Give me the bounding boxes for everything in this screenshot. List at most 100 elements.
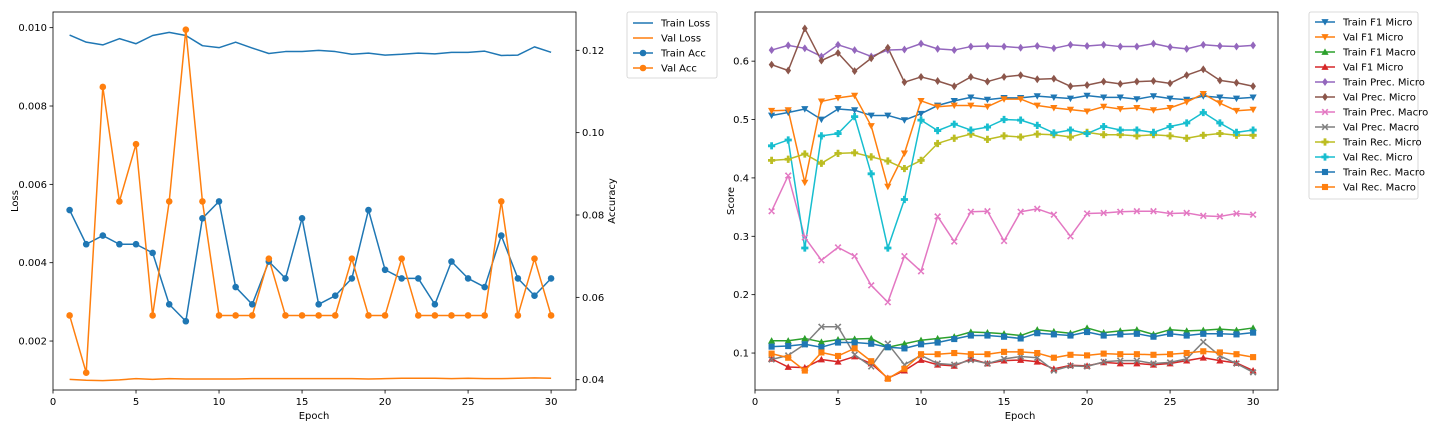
legend-marker-val-f1-micro-3: [1321, 63, 1329, 70]
series-line-train-f1-micro-0: [771, 94, 1254, 121]
point-train-f1-macro-2: [784, 337, 792, 344]
point-val-prec-macro-7: [817, 323, 825, 331]
point-train-prec-macro-6: [1249, 211, 1257, 219]
point-val-rec-macro-11: [834, 352, 842, 360]
legend-entries-left: Train Loss Val Loss Train Acc Val Acc: [633, 19, 710, 75]
x-tick-label: 25: [1164, 397, 1177, 408]
point-val-f1-micro-1: [1050, 104, 1058, 112]
legend-entries-right: Train F1 Micro Val F1 Micro Train F1 Macro…: [1315, 18, 1428, 194]
point-val-f1-micro-1: [1083, 108, 1091, 115]
point-val-rec-macro-11: [984, 351, 991, 358]
y-tick-label: 0.004: [18, 258, 47, 269]
point-val-f1-micro-1: [1017, 96, 1025, 103]
point-val-prec-macro-7: [1083, 363, 1091, 370]
point-train-prec-micro-4: [1067, 40, 1074, 49]
y2-axis-label-left: Accuracy: [607, 178, 618, 224]
point-train-prec-micro-4: [1250, 41, 1256, 50]
point-train-rec-micro-8: [801, 150, 809, 158]
point-val-rec-micro-9: [950, 120, 958, 128]
point-train-rec-macro-10: [984, 332, 991, 339]
point-val-prec-macro-7: [851, 351, 859, 359]
series-line-train-prec-micro-4: [771, 42, 1254, 58]
point-val-prec-micro-5: [1167, 79, 1173, 88]
y-tick-label: 0.5: [733, 115, 749, 126]
point-val-prec-micro-5: [901, 78, 908, 87]
point-val-rec-micro-9: [1100, 122, 1108, 131]
point-val-prec-micro-5: [1034, 75, 1041, 84]
point-train-prec-macro-6: [917, 267, 925, 275]
legend-label-train-f1-macro-2: Train F1 Macro: [1342, 48, 1416, 59]
point-train-prec-micro-4: [1233, 42, 1240, 51]
point-train-prec-micro-4: [1200, 40, 1207, 49]
point-val-rec-macro-11: [901, 365, 908, 372]
point-val-prec-micro-5: [1150, 77, 1157, 85]
point-val-rec-micro-9: [1066, 126, 1075, 134]
point-val-rec-micro-9: [967, 126, 975, 134]
point-val-prec-micro-5: [884, 43, 891, 52]
legend-right: Train F1 Micro Val F1 Micro Train F1 Macro…: [1308, 11, 1428, 200]
point-val-prec-micro-5: [1067, 82, 1074, 91]
point-val-prec-macro-7: [1050, 367, 1058, 374]
point-val-f1-micro-1: [1232, 107, 1241, 115]
point-val-rec-macro-11: [967, 351, 974, 358]
point-train-f1-macro-2: [801, 334, 809, 342]
point-train-acc-2: [414, 275, 422, 282]
point-val-rec-micro-9: [834, 129, 842, 138]
x-tick-label: 20: [379, 397, 392, 408]
point-train-prec-macro-6: [1033, 205, 1041, 213]
legend-box-right: [1308, 11, 1419, 200]
point-train-rec-macro-10: [1000, 333, 1008, 340]
legend-marker-train-f1-macro-2: [1321, 48, 1329, 55]
point-val-prec-macro-7: [834, 323, 842, 331]
legend-label-train-rec-macro-10: Train Rec. Macro: [1342, 168, 1425, 179]
point-val-acc-3: [215, 312, 223, 319]
score-metrics-chart: 0 5 10 15 20 25 30 0.1 0.2 0.3 0.4 0.5 0.6 Epoch Sc…: [726, 11, 1428, 422]
y-axis-label-right: Score: [726, 187, 737, 215]
point-val-rec-micro-9: [1050, 129, 1058, 137]
series-line-val-loss-1: [69, 377, 552, 382]
point-train-rec-macro-10: [1233, 331, 1240, 338]
legend-label-val-rec-macro-11: Val Rec. Macro: [1343, 183, 1416, 194]
legend-label-val-rec-micro-9: Val Rec. Micro: [1343, 153, 1413, 164]
point-train-f1-micro-0: [1166, 95, 1174, 103]
point-val-rec-micro-9: [1116, 126, 1124, 134]
point-train-prec-macro-6: [834, 243, 842, 251]
point-train-rec-micro-8: [1017, 133, 1025, 141]
point-train-prec-micro-4: [1017, 43, 1024, 52]
point-train-rec-macro-10: [884, 344, 891, 351]
x-tick-label: 15: [998, 397, 1011, 408]
point-val-acc-3: [116, 198, 123, 205]
point-val-prec-macro-7: [1166, 358, 1174, 366]
point-train-acc-2: [348, 275, 356, 282]
point-train-rec-macro-10: [1133, 330, 1140, 337]
point-val-f1-micro-1: [1133, 104, 1141, 112]
point-val-prec-micro-5: [1183, 71, 1190, 80]
point-train-acc-2: [116, 240, 123, 248]
point-train-rec-macro-10: [1084, 328, 1091, 336]
legend-marker-val-acc-3: [639, 64, 647, 72]
point-val-prec-micro-5: [768, 60, 775, 69]
point-val-f1-micro-3: [1066, 361, 1075, 369]
point-train-prec-micro-4: [851, 46, 858, 55]
point-val-acc-3: [398, 255, 405, 262]
point-val-acc-3: [282, 312, 289, 319]
point-train-rec-macro-10: [1067, 332, 1074, 339]
point-val-f1-micro-3: [1083, 362, 1091, 369]
point-train-prec-macro-6: [901, 252, 908, 260]
point-train-prec-micro-4: [785, 41, 792, 50]
y2-tick-label: 0.08: [582, 211, 604, 222]
y-tick-label: 0.002: [18, 337, 47, 348]
axes-frame-left: [52, 11, 577, 391]
point-train-rec-macro-10: [1117, 331, 1124, 338]
x-tick-label: 0: [50, 397, 56, 408]
plot-area-left: [53, 12, 576, 390]
point-val-prec-macro-7: [1233, 360, 1240, 367]
point-val-f1-micro-3: [1033, 358, 1041, 365]
point-train-prec-macro-6: [1116, 208, 1124, 216]
point-train-prec-micro-4: [1117, 42, 1124, 51]
point-train-rec-macro-10: [1100, 332, 1107, 339]
point-train-prec-macro-6: [934, 213, 942, 220]
point-val-prec-micro-5: [801, 24, 808, 33]
point-val-prec-macro-7: [1199, 338, 1207, 346]
point-val-rec-macro-11: [884, 375, 891, 382]
